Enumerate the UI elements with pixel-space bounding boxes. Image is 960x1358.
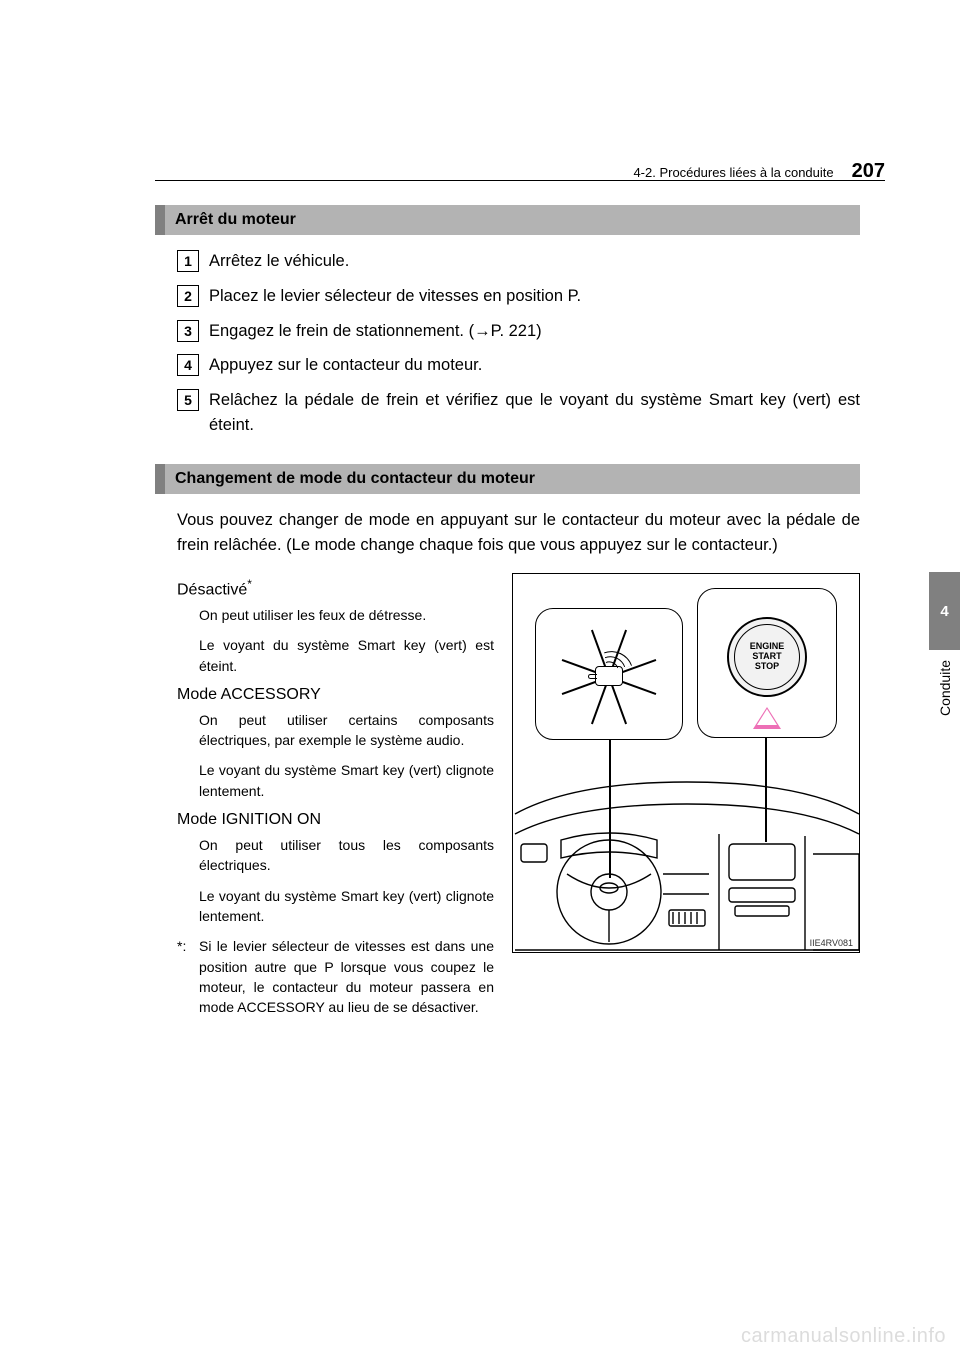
footnote: *: Si le levier sélecteur de vitesses es… [177, 936, 494, 1017]
step-text: Placez le levier sélecteur de vitesses e… [209, 284, 581, 309]
step-3: 3 Engagez le frein de stationnement. (→P… [177, 319, 860, 344]
section-header: 4-2. Procédures liées à la conduite [633, 165, 833, 180]
footnote-marker: * [247, 577, 252, 591]
mode-desc: Le voyant du système Smart key (vert) es… [177, 635, 494, 676]
chapter-tab: 4 [929, 572, 960, 650]
mode-desc: Le voyant du système Smart key (vert) cl… [177, 760, 494, 801]
dashboard-line-art [513, 774, 861, 952]
step-4: 4 Appuyez sur le contacteur du moteur. [177, 353, 860, 378]
step-text: Appuyez sur le contacteur du moteur. [209, 353, 482, 378]
step-2: 2 Placez le levier sélecteur de vitesses… [177, 284, 860, 309]
step-text: Engagez le frein de stationnement. (→P. … [209, 319, 542, 344]
illustration-code: IIE4RV081 [810, 938, 853, 948]
mode-desc: On peut utiliser les feux de détresse. [177, 605, 494, 625]
mode-title-text: Désactivé [177, 581, 247, 598]
step-number-icon: 5 [177, 389, 199, 411]
mode-desc: On peut utiliser certains composants éle… [177, 710, 494, 751]
two-column: Désactivé* On peut utiliser les feux de … [155, 573, 860, 1018]
step-text: Relâchez la pédale de frein et vérifiez … [209, 388, 860, 438]
section-heading-mode-change: Changement de mode du contacteur du mote… [155, 464, 860, 494]
dashboard-illustration: ENGINE START STOP [512, 573, 860, 953]
mode-title-ignition-on: Mode IGNITION ON [177, 811, 494, 829]
smart-key-callout [535, 608, 683, 740]
mode-title-accessory: Mode ACCESSORY [177, 686, 494, 704]
step-number-icon: 4 [177, 354, 199, 376]
chapter-number: 4 [940, 603, 948, 620]
mode-desc: Le voyant du système Smart key (vert) cl… [177, 886, 494, 927]
modes-column: Désactivé* On peut utiliser les feux de … [177, 573, 512, 1018]
step-list: 1 Arrêtez le véhicule. 2 Placez le levie… [155, 249, 860, 438]
watermark: carmanualsonline.info [741, 1325, 946, 1348]
step-5: 5 Relâchez la pédale de frein et vérifie… [177, 388, 860, 438]
engine-btn-line3: STOP [755, 662, 779, 672]
manual-page: 4-2. Procédures liées à la conduite 207 … [0, 0, 960, 1358]
mode-title-off: Désactivé* [177, 577, 494, 599]
press-arrow-icon [753, 707, 781, 729]
step-number-icon: 3 [177, 320, 199, 342]
footnote-marker: *: [177, 936, 199, 1017]
engine-button-callout: ENGINE START STOP [697, 588, 837, 738]
illustration-column: ENGINE START STOP [512, 573, 860, 1018]
header-rule [155, 180, 885, 181]
page-content: Arrêt du moteur 1 Arrêtez le véhicule. 2… [155, 205, 860, 1017]
section-heading-stop-engine: Arrêt du moteur [155, 205, 860, 235]
mode-desc: On peut utiliser tous les composants éle… [177, 835, 494, 876]
step-text: Arrêtez le véhicule. [209, 249, 349, 274]
footnote-text: Si le levier sélecteur de vitesses est d… [199, 936, 494, 1017]
step-1: 1 Arrêtez le véhicule. [177, 249, 860, 274]
step-number-icon: 1 [177, 250, 199, 272]
chapter-label: Conduite [937, 660, 953, 716]
engine-start-stop-button-icon: ENGINE START STOP [727, 617, 807, 697]
step-number-icon: 2 [177, 285, 199, 307]
intro-text: Vous pouvez changer de mode en appuyant … [155, 508, 860, 559]
